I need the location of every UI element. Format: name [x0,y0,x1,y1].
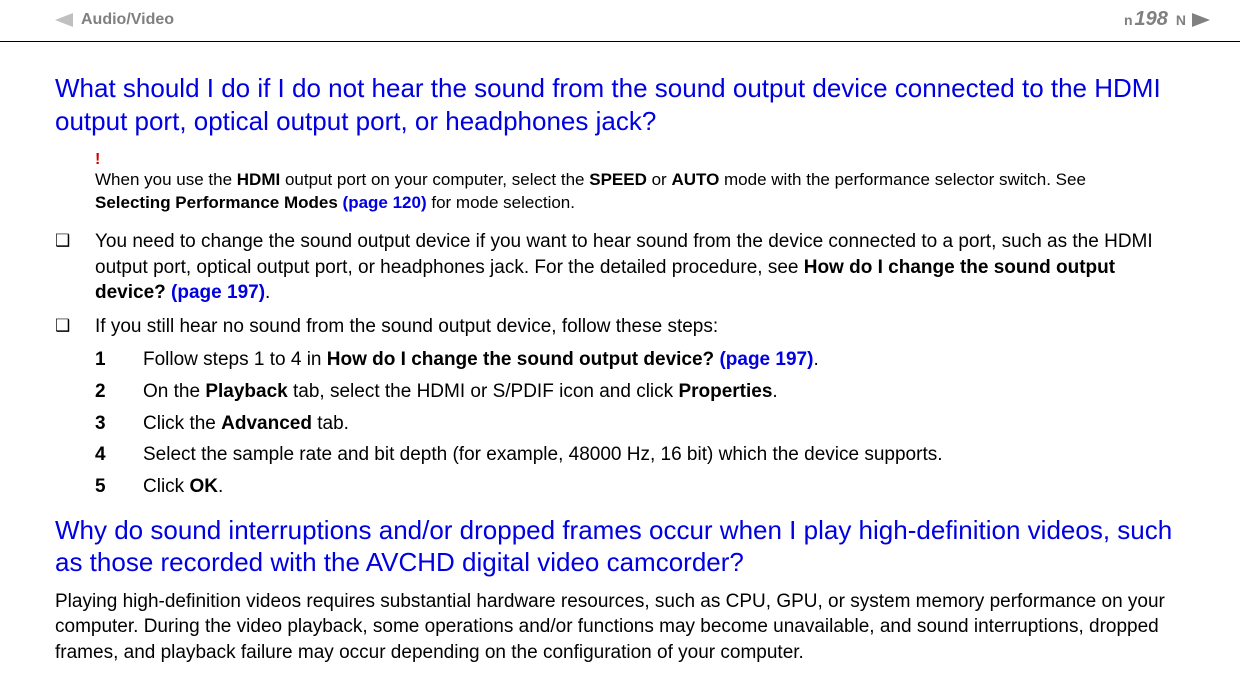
warning-icon: ! [95,151,1185,169]
note-span: or [647,170,672,189]
step-span: tab. [312,413,349,434]
step-text: Click OK. [143,474,1165,500]
step-number: 1 [95,347,143,373]
bullet-icon: ❑ [55,314,95,340]
step-span: . [772,381,777,402]
step-text: On the Playback tab, select the HDMI or … [143,379,1165,405]
step-span: Follow steps 1 to 4 in [143,349,327,370]
bullet-text: You need to change the sound output devi… [95,229,1165,306]
step-bold: Playback [205,381,287,402]
bullet-text: If you still hear no sound from the soun… [95,314,1165,340]
step-span: Click the [143,413,221,434]
nav-forward-icon[interactable] [1192,13,1210,27]
note-text: When you use the HDMI output port on you… [95,169,1165,215]
bullet-item: ❑ You need to change the sound output de… [55,229,1165,306]
step-number: 3 [95,411,143,437]
note-span: mode with the performance selector switc… [719,170,1086,189]
link-page-197b[interactable]: (page 197) [714,349,813,370]
answer-paragraph: Playing high-definition videos requires … [55,589,1165,666]
step-text: Select the sample rate and bit depth (fo… [143,442,1165,468]
link-change-output-2[interactable]: How do I change the sound output device? [327,349,714,370]
bullet-item: ❑ If you still hear no sound from the so… [55,314,1165,340]
page-number: 198 [1135,8,1168,31]
nav-next-letter[interactable]: N [1176,12,1186,28]
nav-back-icon[interactable] [55,13,73,27]
note-bold: HDMI [237,170,280,189]
note-span: When you use the [95,170,237,189]
page-nav: n 198 N [1122,8,1210,31]
step-item: 1 Follow steps 1 to 4 in How do I change… [95,347,1165,373]
link-selecting-modes[interactable]: Selecting Performance Modes [95,193,338,212]
step-bold: OK [189,476,218,497]
step-number: 5 [95,474,143,500]
step-number: 4 [95,442,143,468]
link-page-197a[interactable]: (page 197) [166,282,265,303]
bullet-icon: ❑ [55,229,95,306]
note-bold: SPEED [589,170,647,189]
step-span: . [218,476,223,497]
step-bold: Advanced [221,413,312,434]
step-bold: Properties [678,381,772,402]
nav-prev-letter[interactable]: n [1124,12,1133,28]
step-span: On the [143,381,205,402]
breadcrumb-text[interactable]: Audio/Video [81,11,174,29]
step-text: Click the Advanced tab. [143,411,1165,437]
page-header: Audio/Video n 198 N [0,0,1240,42]
question-heading-1: What should I do if I do not hear the so… [55,72,1185,137]
step-number: 2 [95,379,143,405]
step-span: Select the sample rate and bit depth (fo… [143,444,943,465]
step-span: . [813,349,818,370]
step-span: tab, select the HDMI or S/PDIF icon and … [288,381,679,402]
step-item: 4 Select the sample rate and bit depth (… [95,442,1165,468]
page-content: What should I do if I do not hear the so… [0,42,1240,686]
note-span: for mode selection. [427,193,575,212]
link-page-120[interactable]: (page 120) [338,193,427,212]
question-heading-2: Why do sound interruptions and/or droppe… [55,514,1185,579]
breadcrumb: Audio/Video [55,11,174,29]
step-item: 3 Click the Advanced tab. [95,411,1165,437]
step-item: 5 Click OK. [95,474,1165,500]
step-text: Follow steps 1 to 4 in How do I change t… [143,347,1165,373]
bullet-span: . [265,282,270,303]
step-item: 2 On the Playback tab, select the HDMI o… [95,379,1165,405]
note-bold: AUTO [671,170,719,189]
note-span: output port on your computer, select the [280,170,589,189]
step-span: Click [143,476,189,497]
